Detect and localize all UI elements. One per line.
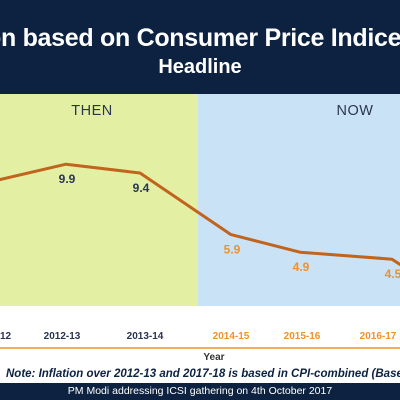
- x-tick-label: 12: [0, 331, 12, 342]
- data-label: 9.9: [59, 172, 76, 186]
- x-tick-label: 2014-15: [213, 331, 250, 342]
- x-tick-label: 2016-17: [360, 331, 397, 342]
- header-banner: on based on Consumer Price Indices Headl…: [0, 0, 400, 94]
- inflation-series-line: [0, 162, 400, 267]
- then-label: THEN: [71, 103, 112, 119]
- data-label: 9.4: [133, 181, 150, 195]
- chart-title: on based on Consumer Price Indices: [0, 24, 400, 52]
- x-tick-label: 2012-13: [44, 331, 81, 342]
- data-label: 4.9: [293, 260, 310, 274]
- x-tick-label: 2013-14: [127, 331, 164, 342]
- chart-note: Note: Inflation over 2012-13 and 2017-18…: [6, 368, 400, 380]
- chart-subtitle: Headline: [158, 56, 242, 78]
- x-axis-title: Year: [203, 352, 224, 363]
- now-region: [198, 94, 400, 306]
- now-label: NOW: [337, 103, 374, 119]
- data-label: 4.5: [385, 267, 400, 281]
- footer-caption: PM Modi addressing ICSI gathering on 4th…: [0, 383, 400, 400]
- data-label: 5.9: [224, 243, 241, 257]
- inflation-line-chart: THEN NOW 9.9 9.4 5.9 4.9 4.5 12 2012-13 2013-14…: [0, 94, 400, 380]
- x-tick-label: 2015-16: [284, 331, 321, 342]
- then-region: [0, 94, 198, 306]
